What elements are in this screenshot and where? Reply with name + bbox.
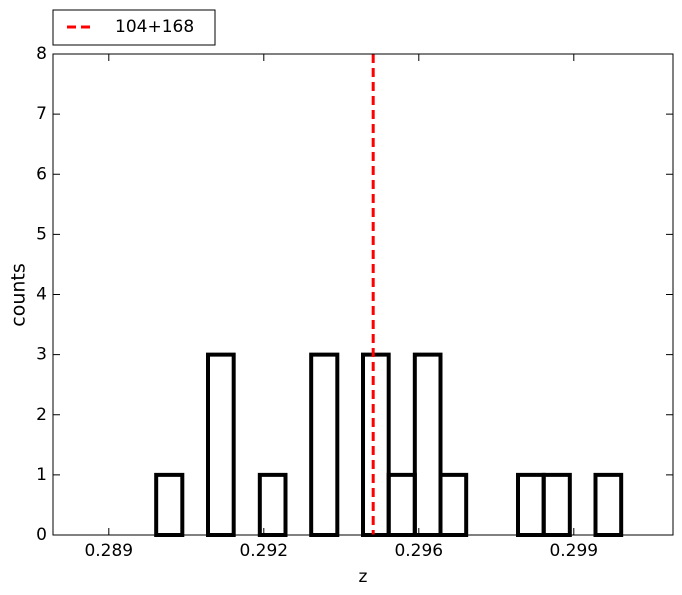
y-tick-label: 6 bbox=[36, 164, 47, 184]
y-tick-label: 7 bbox=[36, 104, 47, 124]
y-axis-label: counts bbox=[8, 263, 30, 327]
legend bbox=[52, 9, 216, 46]
y-tick-label: 1 bbox=[36, 465, 47, 485]
x-tick-label: 0.299 bbox=[549, 541, 598, 561]
x-tick-label: 0.296 bbox=[394, 541, 443, 561]
legend-label: 104+168 bbox=[115, 17, 194, 37]
plot-frame bbox=[52, 53, 674, 536]
x-axis-label: z bbox=[359, 567, 368, 587]
y-tick-label: 8 bbox=[36, 44, 47, 64]
x-tick-label: 0.292 bbox=[239, 541, 288, 561]
x-tick-label: 0.289 bbox=[84, 541, 133, 561]
y-tick-label: 2 bbox=[36, 405, 47, 425]
y-tick-label: 3 bbox=[36, 345, 47, 365]
y-tick-label: 0 bbox=[36, 525, 47, 545]
y-tick-label: 4 bbox=[36, 285, 47, 305]
y-tick-label: 5 bbox=[36, 224, 47, 244]
